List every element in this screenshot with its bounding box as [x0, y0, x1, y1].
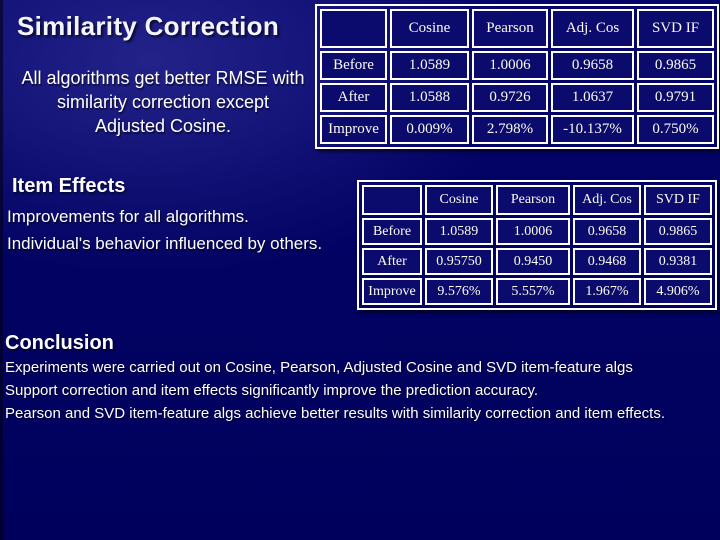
value-cell: 0.9658 [551, 51, 634, 80]
item-effects-table: Cosine Pearson Adj. Cos SVD IF Before 1.… [357, 180, 717, 310]
value-cell: 1.0006 [496, 218, 570, 245]
column-header-cell: Cosine [425, 185, 493, 215]
value-cell: 4.906% [644, 278, 712, 305]
similarity-correction-table: Cosine Pearson Adj. Cos SVD IF Before 1.… [315, 4, 719, 149]
column-header-cell: Pearson [496, 185, 570, 215]
table-header-row: Cosine Pearson Adj. Cos SVD IF [362, 185, 712, 215]
table-row: Improve 9.576% 5.557% 1.967% 4.906% [362, 278, 712, 305]
row-label-cell: Before [320, 51, 387, 80]
value-cell: 0.95750 [425, 248, 493, 275]
value-cell: 0.9865 [644, 218, 712, 245]
value-cell: 1.0589 [425, 218, 493, 245]
conclusion-text: Experiments were carried out on Cosine, … [5, 356, 665, 425]
column-header-cell: Pearson [472, 9, 548, 48]
column-header-cell: Adj. Cos [573, 185, 641, 215]
table-row: After 1.0588 0.9726 1.0637 0.9791 [320, 83, 714, 112]
item-effects-text: Improvements for all algorithms. Individ… [7, 203, 322, 257]
slide-title: Similarity Correction [17, 11, 280, 41]
value-cell: 1.0589 [390, 51, 469, 80]
row-label-cell: Improve [362, 278, 422, 305]
item-effects-heading: Item Effects [12, 175, 126, 197]
table-row: Before 1.0589 1.0006 0.9658 0.9865 [362, 218, 712, 245]
intro-line: All algorithms get better RMSE with [21, 68, 305, 88]
column-header-cell: SVD IF [644, 185, 712, 215]
row-label-cell: After [362, 248, 422, 275]
row-label-cell: Improve [320, 115, 387, 144]
value-cell: 0.9381 [644, 248, 712, 275]
column-header-cell: Adj. Cos [551, 9, 634, 48]
intro-line: similarity correction except [56, 92, 270, 112]
value-cell: 0.9791 [637, 83, 714, 112]
value-cell: 0.750% [637, 115, 714, 144]
value-cell: 0.9726 [472, 83, 548, 112]
conclusion-line: Support correction and item effects sign… [5, 382, 539, 399]
value-cell: -10.137% [551, 115, 634, 144]
intro-line: Adjusted Cosine. [94, 116, 232, 136]
value-cell: 0.9468 [573, 248, 641, 275]
conclusion-line: Pearson and SVD item-feature algs achiev… [5, 405, 666, 422]
value-cell: 0.9658 [573, 218, 641, 245]
intro-text: All algorithms get better RMSE with simi… [2, 66, 324, 138]
value-cell: 9.576% [425, 278, 493, 305]
corner-cell [362, 185, 422, 215]
value-cell: 0.9865 [637, 51, 714, 80]
conclusion-line: Experiments were carried out on Cosine, … [5, 359, 633, 376]
conclusion-heading: Conclusion [5, 332, 114, 354]
row-label-cell: Before [362, 218, 422, 245]
corner-cell [320, 9, 387, 48]
table-row: Before 1.0589 1.0006 0.9658 0.9865 [320, 51, 714, 80]
value-cell: 1.967% [573, 278, 641, 305]
value-cell: 0.009% [390, 115, 469, 144]
value-cell: 5.557% [496, 278, 570, 305]
table-header-row: Cosine Pearson Adj. Cos SVD IF [320, 9, 714, 48]
value-cell: 1.0637 [551, 83, 634, 112]
value-cell: 1.0588 [390, 83, 469, 112]
item-effects-line: Improvements for all algorithms. [7, 207, 249, 226]
value-cell: 2.798% [472, 115, 548, 144]
column-header-cell: Cosine [390, 9, 469, 48]
table-row: After 0.95750 0.9450 0.9468 0.9381 [362, 248, 712, 275]
column-header-cell: SVD IF [637, 9, 714, 48]
table-row: Improve 0.009% 2.798% -10.137% 0.750% [320, 115, 714, 144]
value-cell: 0.9450 [496, 248, 570, 275]
row-label-cell: After [320, 83, 387, 112]
value-cell: 1.0006 [472, 51, 548, 80]
item-effects-line: Individual's behavior influenced by othe… [7, 234, 323, 253]
